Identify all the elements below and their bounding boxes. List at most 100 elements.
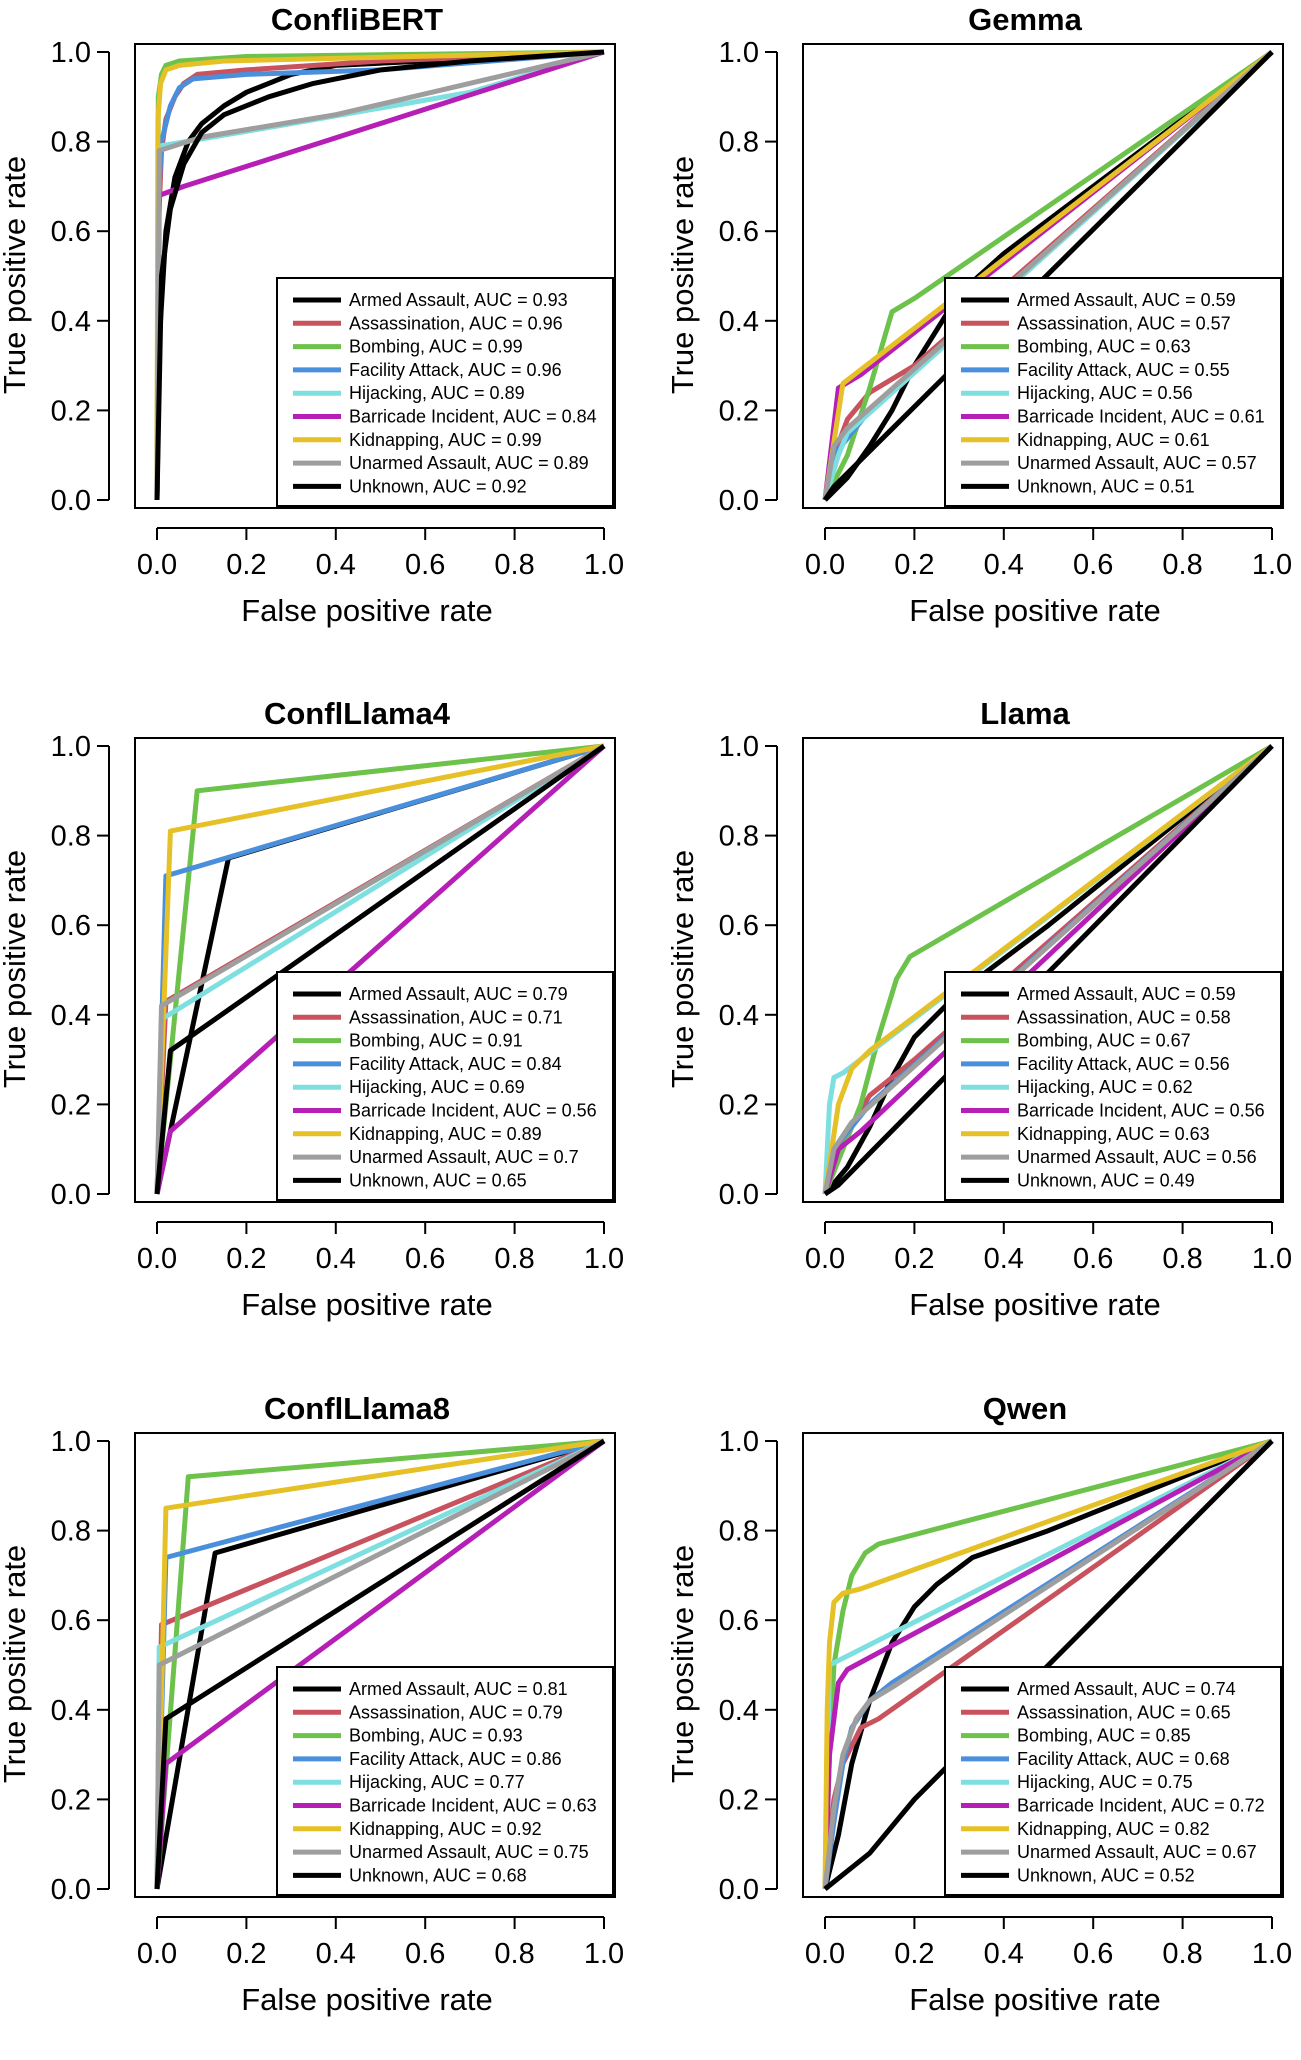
y-tick-label: 0.6: [719, 216, 759, 248]
x-tick-label: 0.0: [137, 1243, 177, 1275]
legend-entry: Bombing, AUC = 0.93: [349, 1726, 523, 1746]
legend-entry: Unknown, AUC = 0.51: [1017, 476, 1195, 496]
legend: Armed Assault, AUC = 0.59 Assassination, …: [944, 971, 1282, 1201]
roc-curve-bombing: [822, 49, 1274, 502]
x-tick-label: 0.4: [316, 1938, 356, 1970]
x-axis-label: False positive rate: [241, 1287, 493, 1322]
roc-curve-unknown: [154, 1438, 606, 1890]
roc-curve-kidnapping: [154, 49, 605, 501]
y-tick-label: 0.4: [51, 1695, 91, 1727]
legend-entry: Kidnapping, AUC = 0.61: [1017, 430, 1210, 450]
roc-curve-unknown: [154, 743, 606, 1195]
legend-entry: Unknown, AUC = 0.92: [349, 476, 527, 496]
legend-entry: Unarmed Assault, AUC = 0.89: [349, 453, 589, 473]
x-tick-label: 0.2: [226, 549, 266, 581]
roc-curve-bombing: [822, 743, 1274, 1195]
legend-entry: Assassination, AUC = 0.58: [1017, 1007, 1231, 1027]
plot-frame: [134, 737, 616, 1203]
y-tick-label: 1.0: [51, 731, 91, 763]
legend: Armed Assault, AUC = 0.74 Assassination, …: [944, 1666, 1282, 1896]
roc-curve-unarmed-assault: [154, 1438, 606, 1890]
y-axis-label: True positive rate: [665, 156, 700, 394]
legend-entry: Facility Attack, AUC = 0.84: [349, 1054, 562, 1074]
y-tick-label: 0.6: [719, 1605, 759, 1637]
legend-entry: Barricade Incident, AUC = 0.63: [349, 1796, 597, 1816]
plot-frame: [802, 43, 1284, 509]
legend: Armed Assault, AUC = 0.81 Assassination, …: [276, 1666, 614, 1896]
legend-entry: Armed Assault, AUC = 0.79: [349, 984, 568, 1004]
y-axis-label: True positive rate: [0, 850, 32, 1088]
y-tick-label: 0.8: [719, 127, 759, 159]
plot-frame: [134, 43, 616, 509]
y-tick-label: 1.0: [719, 37, 759, 69]
y-tick-label: 0.4: [719, 1695, 759, 1727]
legend-entry: Kidnapping, AUC = 0.82: [1017, 1819, 1210, 1839]
legend-entry: Barricade Incident, AUC = 0.56: [349, 1101, 597, 1121]
legend-entry: Assassination, AUC = 0.65: [1017, 1702, 1231, 1722]
x-tick-label: 0.8: [1162, 1243, 1202, 1275]
x-tick-label: 0.8: [1162, 549, 1202, 581]
y-tick-label: 0.8: [51, 1516, 91, 1548]
x-tick-label: 0.6: [405, 549, 445, 581]
legend-entry: Barricade Incident, AUC = 0.72: [1017, 1796, 1265, 1816]
legend: Armed Assault, AUC = 0.79 Assassination, …: [276, 971, 614, 1201]
x-tick-label: 1.0: [584, 1243, 624, 1275]
legend-entry: Assassination, AUC = 0.79: [349, 1702, 563, 1722]
legend-entry: Bombing, AUC = 0.99: [349, 337, 523, 357]
legend-entry: Kidnapping, AUC = 0.63: [1017, 1124, 1210, 1144]
legend-entry: Armed Assault, AUC = 0.81: [349, 1679, 568, 1699]
x-tick-label: 0.4: [316, 1243, 356, 1275]
legend-entry: Unarmed Assault, AUC = 0.57: [1017, 453, 1257, 473]
y-tick-label: 0.0: [51, 1179, 91, 1211]
legend-entry: Bombing, AUC = 0.63: [1017, 337, 1191, 357]
y-tick-label: 1.0: [719, 1426, 759, 1458]
x-axis-label: False positive rate: [909, 593, 1161, 628]
y-tick-label: 0.2: [719, 1089, 759, 1121]
roc-curve-kidnapping: [822, 1438, 1273, 1890]
chart-title: ConflLlama8: [264, 1391, 450, 1426]
legend-entry: Assassination, AUC = 0.71: [349, 1007, 563, 1027]
y-tick-label: 0.2: [719, 1784, 759, 1816]
x-tick-label: 0.6: [1073, 1243, 1113, 1275]
y-tick-label: 0.8: [719, 821, 759, 853]
y-tick-label: 1.0: [51, 1426, 91, 1458]
x-axis-label: False positive rate: [241, 1982, 493, 2017]
roc-curve-armed-assault: [823, 744, 1274, 1196]
legend-entry: Barricade Incident, AUC = 0.61: [1017, 407, 1265, 427]
roc-panel-conflibert: ConfliBERT 0.0 0.2 0.4 0.6 0.8 1.0 False positi…: [0, 2, 624, 628]
y-tick-label: 0.4: [719, 306, 759, 338]
x-tick-label: 1.0: [584, 549, 624, 581]
roc-panel-gemma: Gemma 0.0 0.2 0.4 0.6 0.8 1.0 False positive ra…: [665, 2, 1292, 628]
x-tick-label: 0.8: [494, 1243, 534, 1275]
roc-panel-conflllama8: ConflLlama8 0.0 0.2 0.4 0.6 0.8 1.0 False posit…: [0, 1391, 624, 2017]
legend-entry: Unknown, AUC = 0.65: [349, 1170, 527, 1190]
chart-title: Llama: [980, 696, 1070, 731]
chart-title: Gemma: [968, 2, 1082, 37]
y-tick-label: 0.4: [719, 1000, 759, 1032]
y-tick-label: 0.8: [51, 821, 91, 853]
x-tick-label: 0.8: [494, 1938, 534, 1970]
legend-entry: Hijacking, AUC = 0.56: [1017, 383, 1193, 403]
y-axis-label: True positive rate: [665, 850, 700, 1088]
legend-entry: Facility Attack, AUC = 0.55: [1017, 360, 1230, 380]
chart-title: ConfliBERT: [271, 2, 443, 37]
roc-curve-unknown: [823, 1439, 1274, 1891]
x-tick-label: 0.4: [316, 549, 356, 581]
y-axis-label: True positive rate: [0, 156, 32, 394]
y-tick-label: 0.4: [51, 1000, 91, 1032]
roc-curve-armed-assault: [822, 1438, 1273, 1890]
y-tick-label: 0.0: [51, 1874, 91, 1906]
x-tick-label: 0.4: [984, 1938, 1024, 1970]
legend-entry: Unarmed Assault, AUC = 0.56: [1017, 1147, 1257, 1167]
roc-panel-llama: Llama 0.0 0.2 0.4 0.6 0.8 1.0 False positive ra…: [665, 696, 1292, 1322]
x-tick-label: 0.0: [137, 1938, 177, 1970]
x-tick-label: 0.0: [805, 1243, 845, 1275]
y-axis-label: True positive rate: [0, 1545, 32, 1783]
legend-entry: Bombing, AUC = 0.91: [349, 1031, 523, 1051]
y-tick-label: 0.0: [719, 1874, 759, 1906]
legend-entry: Bombing, AUC = 0.67: [1017, 1031, 1191, 1051]
x-tick-label: 0.8: [1162, 1938, 1202, 1970]
y-tick-label: 1.0: [719, 731, 759, 763]
legend-entry: Facility Attack, AUC = 0.96: [349, 360, 562, 380]
